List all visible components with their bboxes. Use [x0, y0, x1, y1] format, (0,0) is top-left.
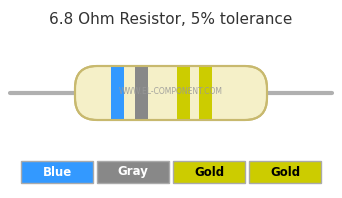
Bar [110, 66, 123, 120]
Bar [198, 66, 211, 120]
Bar [134, 66, 147, 120]
FancyBboxPatch shape [21, 161, 93, 183]
Text: Gold: Gold [270, 166, 300, 179]
FancyBboxPatch shape [173, 161, 245, 183]
Text: Gray: Gray [118, 166, 148, 179]
FancyBboxPatch shape [97, 161, 169, 183]
FancyBboxPatch shape [75, 66, 267, 120]
Text: 6.8 Ohm Resistor, 5% tolerance: 6.8 Ohm Resistor, 5% tolerance [49, 12, 293, 28]
FancyBboxPatch shape [249, 161, 321, 183]
Text: Gold: Gold [194, 166, 224, 179]
Text: Blue: Blue [42, 166, 71, 179]
Text: WWW.EL-COMPONENT.COM: WWW.EL-COMPONENT.COM [119, 87, 223, 95]
Bar [176, 66, 189, 120]
